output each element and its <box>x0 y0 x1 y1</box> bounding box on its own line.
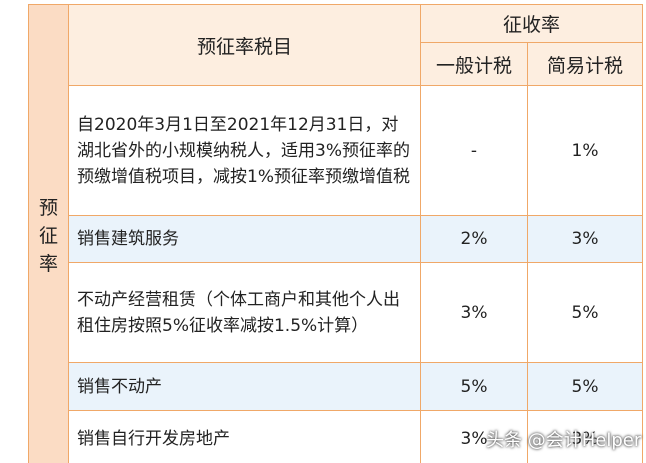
table-row: 不动产经营租赁（个体工商户和其他个人出租住房按照5%征收率减按1.5%计算） 3%… <box>29 262 644 363</box>
item-cell: 销售自行开发房地产 <box>68 410 421 463</box>
table-row: 销售不动产 5% 5% <box>29 362 644 411</box>
general-cell: 5% <box>420 362 528 411</box>
simple-header: 简易计税 <box>526 42 644 86</box>
item-cell: 销售不动产 <box>68 362 421 411</box>
item-cell: 不动产经营租赁（个体工商户和其他个人出租住房按照5%征收率减按1.5%计算） <box>68 262 421 363</box>
simple-cell: 5% <box>526 362 644 411</box>
item-cell: 自2020年3月1日至2021年12月31日，对湖北省外的小规模纳税人，适用3%… <box>68 85 421 216</box>
general-cell: 3% <box>420 410 528 463</box>
simple-cell: 1% <box>526 85 644 216</box>
simple-cell: 5% <box>526 262 644 363</box>
general-cell: 2% <box>420 215 528 263</box>
simple-cell: 3% <box>526 410 644 463</box>
simple-cell: 3% <box>526 215 644 263</box>
table-row: 销售建筑服务 2% 3% <box>29 215 644 263</box>
watermark: 头条 @会计Helper <box>486 430 642 451</box>
header-row: 一般计税 简易计税 <box>29 42 644 86</box>
rate-header: 征收率 <box>419 4 644 43</box>
general-header: 一般计税 <box>420 42 528 86</box>
rate-table: 预征率 预征率税目 征收率 一般计税 简易计税 自2020年3月1日至2021年… <box>28 4 644 463</box>
header-row: 预征率 预征率税目 征收率 <box>28 4 644 463</box>
item-cell: 销售建筑服务 <box>68 215 421 263</box>
table-row: 自2020年3月1日至2021年12月31日，对湖北省外的小规模纳税人，适用3%… <box>29 85 644 216</box>
side-label-text: 预征率 <box>38 196 58 275</box>
table-body: 预征率 预征率税目 征收率 一般计税 简易计税 自2020年3月1日至2021年… <box>28 4 644 463</box>
table-row: 销售自行开发房地产 3% 3% <box>29 410 644 463</box>
general-cell: - <box>420 85 528 216</box>
side-label: 预征率 <box>28 4 69 463</box>
item-header: 预征率税目 <box>68 4 421 86</box>
general-cell: 3% <box>420 262 528 363</box>
